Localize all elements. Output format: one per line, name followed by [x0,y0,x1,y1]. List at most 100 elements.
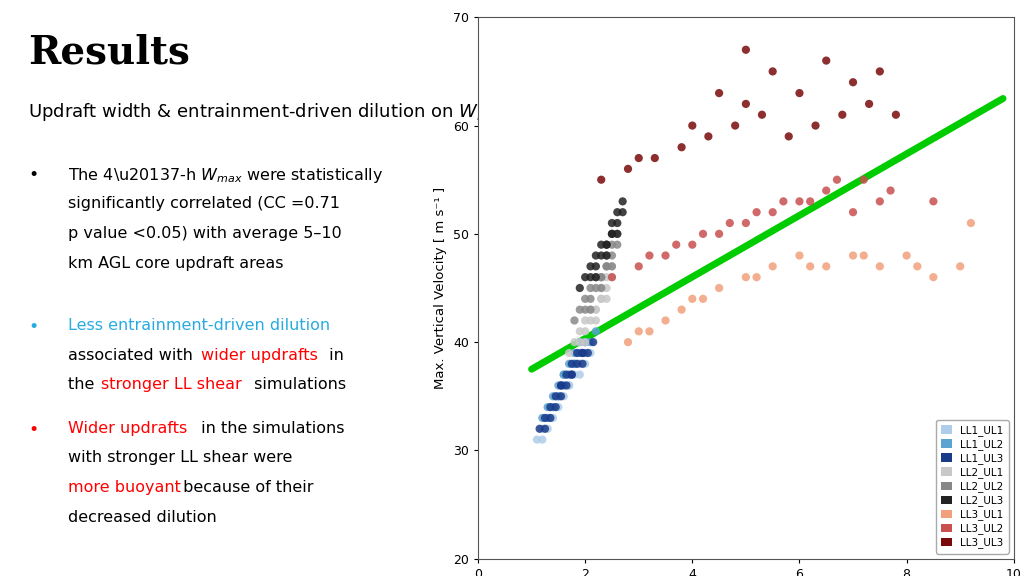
LL2_UL1 [566,338,583,347]
LL2_UL3 [604,229,621,238]
Y-axis label: Max. Vertical Velocity [ m s⁻¹ ]: Max. Vertical Velocity [ m s⁻¹ ] [434,187,447,389]
LL1_UL3 [537,424,553,433]
Text: •: • [29,166,39,184]
LL1_UL1 [528,435,545,444]
LL3_UL1 [845,251,861,260]
LL1_UL3 [553,381,569,390]
LL1_UL2 [540,414,556,423]
LL2_UL1 [598,283,614,293]
LL3_UL2 [631,262,647,271]
LL1_UL3 [542,414,558,423]
Legend: LL1_UL1, LL1_UL2, LL1_UL3, LL2_UL1, LL2_UL2, LL2_UL3, LL3_UL1, LL3_UL2, LL3_UL3: LL1_UL1, LL1_UL2, LL1_UL3, LL2_UL1, LL2_… [936,420,1009,554]
LL2_UL3 [593,240,609,249]
LL2_UL1 [593,294,609,304]
LL2_UL1 [598,272,614,282]
LL2_UL1 [593,294,609,304]
LL3_UL1 [926,272,942,282]
LL2_UL3 [588,251,604,260]
LL3_UL3 [807,121,823,130]
LL3_UL3 [765,67,781,76]
LL2_UL1 [577,338,593,347]
LL1_UL3 [558,381,574,390]
LL2_UL2 [609,240,626,249]
LL3_UL3 [845,78,861,87]
LL2_UL2 [566,316,583,325]
LL2_UL2 [588,272,604,282]
LL3_UL2 [883,186,899,195]
LL2_UL3 [598,251,614,260]
LL2_UL1 [571,327,588,336]
LL3_UL1 [818,262,835,271]
LL1_UL2 [583,338,599,347]
LL3_UL1 [963,218,979,228]
LL1_UL1 [545,414,561,423]
Text: stronger LL shear: stronger LL shear [100,377,242,392]
LL3_UL1 [631,327,647,336]
LL2_UL3 [609,207,626,217]
LL3_UL3 [646,153,663,162]
LL2_UL3 [593,251,609,260]
LL1_UL2 [545,392,561,401]
LL2_UL3 [583,262,599,271]
LL3_UL3 [861,99,878,108]
LL3_UL3 [871,67,888,76]
LL3_UL2 [775,197,792,206]
LL3_UL3 [700,132,717,141]
LL1_UL2 [571,338,588,347]
LL3_UL3 [818,56,835,65]
LL2_UL1 [561,348,578,358]
LL3_UL3 [780,132,797,141]
LL1_UL1 [535,435,551,444]
LL2_UL2 [593,283,609,293]
LL2_UL3 [577,272,593,282]
LL1_UL3 [548,392,564,401]
LL1_UL1 [561,370,578,379]
LL1_UL2 [556,370,572,379]
Text: p value <0.05) with average 5–10: p value <0.05) with average 5–10 [69,226,342,241]
LL1_UL3 [569,359,586,369]
LL3_UL2 [845,207,861,217]
LL1_UL1 [566,370,583,379]
Text: the: the [69,377,100,392]
LL2_UL3 [571,283,588,293]
Text: with stronger LL shear were: with stronger LL shear were [69,450,293,465]
LL2_UL1 [604,272,621,282]
LL2_UL1 [583,316,599,325]
LL2_UL3 [609,229,626,238]
LL2_UL3 [614,207,631,217]
Text: decreased dilution: decreased dilution [69,510,217,525]
LL2_UL3 [604,218,621,228]
LL1_UL1 [535,424,551,433]
LL3_UL2 [765,207,781,217]
LL3_UL1 [871,262,888,271]
LL1_UL1 [561,381,578,390]
LL2_UL2 [577,294,593,304]
LL3_UL3 [674,143,690,152]
LL3_UL1 [898,251,914,260]
LL3_UL2 [749,207,765,217]
LL3_UL2 [657,251,674,260]
LL1_UL2 [545,403,561,412]
LL3_UL3 [835,110,851,119]
LL3_UL1 [909,262,926,271]
Text: because of their: because of their [178,480,313,495]
Text: The 4\u20137-h $\mathit{W}_{max}$ were statistically: The 4\u20137-h $\mathit{W}_{max}$ were s… [69,166,384,185]
LL1_UL1 [540,414,556,423]
Text: •: • [29,318,39,336]
LL3_UL1 [620,338,636,347]
LL2_UL1 [598,294,614,304]
LL3_UL2 [641,251,657,260]
LL2_UL1 [604,262,621,271]
LL2_UL1 [577,327,593,336]
LL2_UL3 [598,240,614,249]
Text: in the simulations: in the simulations [197,420,345,435]
LL1_UL1 [566,359,583,369]
LL1_UL1 [561,381,578,390]
LL1_UL2 [550,392,566,401]
LL1_UL1 [550,392,566,401]
LL3_UL1 [802,262,818,271]
LL1_UL3 [537,414,553,423]
LL2_UL3 [588,272,604,282]
LL2_UL2 [571,305,588,314]
LL1_UL2 [577,338,593,347]
